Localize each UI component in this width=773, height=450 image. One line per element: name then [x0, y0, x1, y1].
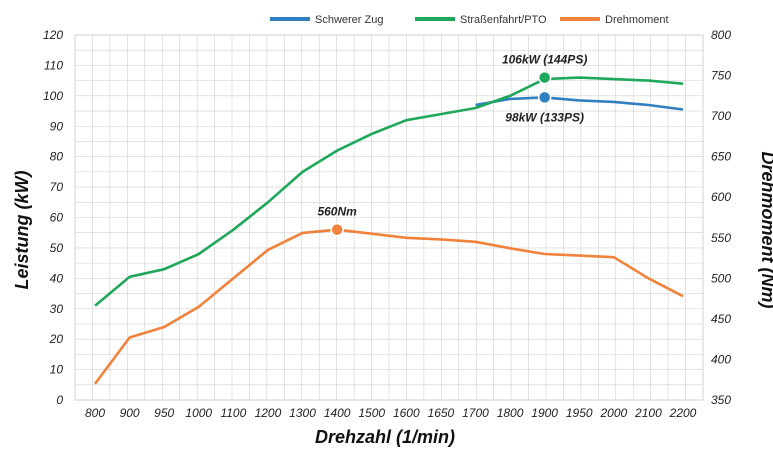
y-right-tick-label: 650 — [711, 150, 731, 164]
y-right-tick-label: 700 — [711, 109, 731, 123]
y-left-tick-label: 50 — [50, 241, 64, 255]
y-left-tick-label: 70 — [50, 180, 64, 194]
x-tick-label: 1600 — [393, 406, 420, 420]
x-tick-label: 1000 — [185, 406, 212, 420]
y-left-tick-label: 20 — [49, 332, 64, 346]
legend-label: Schwerer Zug — [315, 14, 383, 26]
annotation-label: 98kW (133PS) — [505, 110, 584, 124]
annotation-label: 560Nm — [317, 205, 357, 219]
y-right-tick-label: 750 — [711, 69, 731, 83]
left-axis-title: Leistung (kW) — [12, 171, 32, 290]
y-right-tick-label: 600 — [711, 190, 731, 204]
y-left-tick-label: 60 — [50, 211, 64, 225]
y-left-tick-label: 0 — [56, 393, 63, 407]
legend-label: Drehmoment — [605, 14, 669, 26]
series-line-drehmoment — [93, 228, 684, 385]
x-tick-label: 1200 — [255, 406, 282, 420]
right-axis-title: Drehmoment (Nm) — [758, 151, 773, 308]
y-right-tick-label: 450 — [711, 312, 731, 326]
y-right-tick-label: 550 — [711, 231, 731, 245]
x-tick-label: 1950 — [566, 406, 593, 420]
x-tick-label: 800 — [85, 406, 105, 420]
y-left-tick-label: 90 — [50, 119, 64, 133]
x-tick-label: 1800 — [497, 406, 524, 420]
x-tick-label: 2200 — [669, 406, 697, 420]
y-right-tick-label: 500 — [711, 271, 731, 285]
x-axis-title: Drehzahl (1/min) — [315, 427, 455, 447]
annotation-marker — [537, 90, 552, 105]
y-left-tick-label: 110 — [44, 58, 63, 72]
y-right-tick-label: 400 — [711, 352, 731, 366]
x-tick-label: 1500 — [358, 406, 385, 420]
annotation-marker — [330, 222, 344, 237]
x-tick-label: 950 — [154, 406, 174, 420]
y-right-tick-label: 800 — [711, 28, 731, 42]
x-tick-label: 1100 — [220, 406, 246, 420]
legend: Schwerer Zug Straßenfahrt/PTO Drehmoment — [270, 14, 669, 26]
x-tick-label: 1650 — [428, 406, 455, 420]
x-tick-label: 1300 — [289, 406, 316, 420]
x-tick-label: 2100 — [634, 406, 662, 420]
x-tick-label: 1400 — [324, 406, 351, 420]
series-line-schwerer-zug — [475, 96, 684, 111]
y-left-tick-label: 30 — [50, 302, 64, 316]
x-tick-label: 1900 — [531, 406, 558, 420]
y-right-tick-label: 350 — [711, 393, 731, 407]
x-tick-label: 2000 — [599, 406, 627, 420]
x-tick-label: 900 — [120, 406, 140, 420]
y-left-tick-label: 40 — [50, 271, 64, 285]
series-line-stra-enfahrt-pto — [94, 76, 684, 307]
y-left-tick-label: 120 — [43, 28, 63, 42]
annotation-marker — [537, 70, 552, 85]
grid — [74, 34, 704, 401]
series-lines — [93, 76, 684, 385]
annotation-label: 106kW (144PS) — [502, 53, 587, 67]
y-left-tick-label: 100 — [43, 89, 63, 103]
legend-label: Straßenfahrt/PTO — [460, 14, 547, 26]
y-left-tick-label: 10 — [50, 363, 64, 377]
annotations: 106kW (144PS) 98kW (133PS) 560Nm — [317, 53, 587, 237]
y-left-tick-label: 80 — [50, 150, 64, 164]
tick-labels: 0 10 20 30 40 50 60 70 80 90 100 110 120 350 400 450 500… — [43, 28, 731, 420]
x-tick-label: 1700 — [462, 406, 489, 420]
